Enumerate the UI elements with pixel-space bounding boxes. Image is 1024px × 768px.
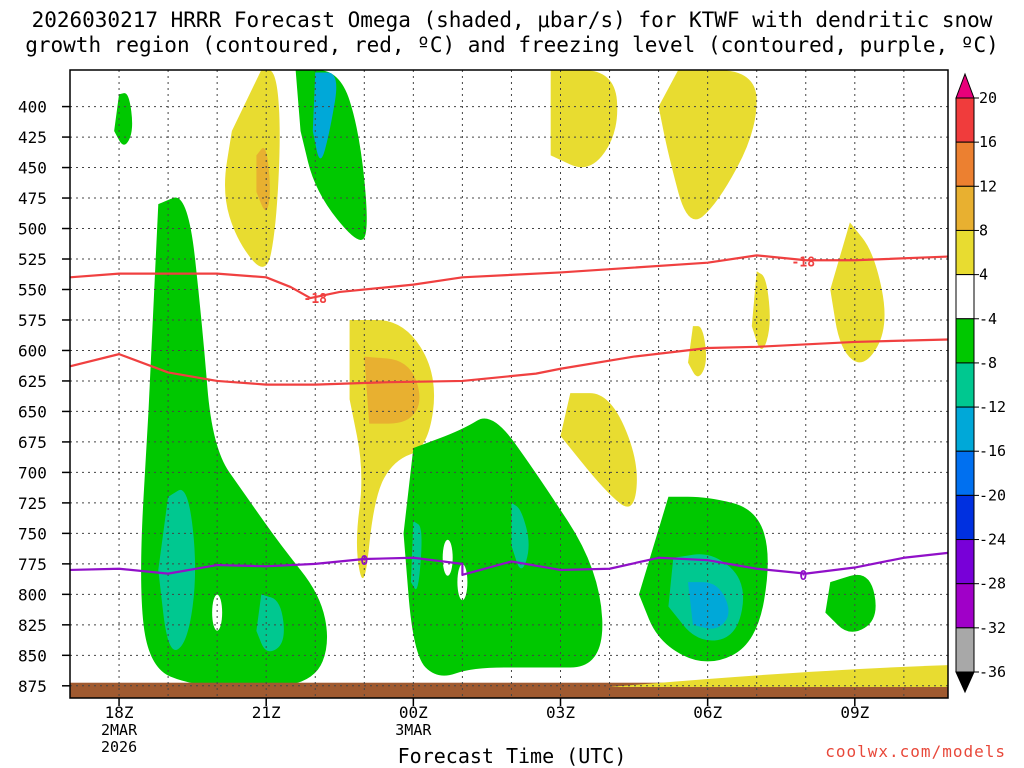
colorbar-label-8: -16 [979, 442, 1006, 460]
omega-region-7 [256, 148, 270, 211]
colorbar-label-0: 20 [979, 89, 997, 107]
y-tick-label-450: 450 [18, 159, 47, 178]
colorbar-band-3 [955, 229, 975, 276]
omega-region-10 [403, 418, 603, 676]
colorbar-label-3: 8 [979, 221, 988, 239]
title-line-2: growth region (contoured, red, ºC) and f… [25, 33, 999, 57]
omega-region-4 [312, 72, 337, 159]
y-tick-label-750: 750 [18, 524, 47, 543]
colorbar-band-8 [955, 450, 975, 496]
colorbar-band-6 [955, 362, 975, 408]
colorbar-label-5: -4 [979, 310, 997, 328]
colorbar: 20 16 12 8 4 -4 -8 -12 -16 -20 -24 -28 -32 -36 [955, 72, 1006, 694]
credit-text: coolwx.com/models [825, 742, 1006, 761]
y-tick-label-575: 575 [18, 311, 47, 330]
y-tick-label-400: 400 [18, 98, 47, 117]
x-date-label-00Z-0: 3MAR [395, 721, 432, 739]
omega-region-18 [830, 222, 885, 363]
y-tick-label-775: 775 [18, 555, 47, 574]
y-tick-label-700: 700 [18, 463, 47, 482]
y-tick-label-675: 675 [18, 433, 47, 452]
colorbar-band-10 [955, 539, 975, 585]
omega-region-6 [224, 70, 280, 267]
y-tick-label-625: 625 [18, 372, 47, 391]
x-tick-label-18Z: 18Z [105, 703, 134, 722]
contour-label-freezing_level_0-1: 0 [799, 569, 807, 584]
colorbar-label-1: 16 [979, 133, 997, 151]
colorbar-label-4: 4 [979, 266, 988, 284]
y-axis-ticks: 400 425 450 475 500 525 550 575 600 625 650 675 700 7… [18, 98, 70, 696]
x-date-label-18Z-0: 2MAR [101, 721, 138, 739]
omega-region-17 [751, 271, 770, 349]
y-tick-label-725: 725 [18, 494, 47, 513]
y-tick-label-650: 650 [18, 402, 47, 421]
colorbar-label-6: -8 [979, 354, 997, 372]
contour-dgz_minus12 [69, 338, 949, 386]
y-tick-label-875: 875 [18, 677, 47, 696]
plot-frame [69, 69, 949, 699]
omega-region-15 [658, 70, 757, 220]
colorbar-label-12: -32 [979, 619, 1006, 637]
contour-label-dgz_minus18-1: -18 [792, 255, 816, 270]
chart-title: 2026030217 HRRR Forecast Omega (shaded, … [0, 8, 1024, 58]
x-tick-label-06Z: 06Z [693, 703, 722, 722]
omega-region-2 [256, 594, 284, 652]
omega-shading [70, 70, 948, 698]
y-tick-label-825: 825 [18, 616, 47, 635]
omega-region-12 [511, 502, 529, 569]
title-line-1: 2026030217 HRRR Forecast Omega (shaded, … [31, 8, 993, 32]
x-axis-label: Forecast Time (UTC) [397, 744, 627, 768]
colorbar-band-0 [955, 97, 975, 143]
y-tick-label-800: 800 [18, 585, 47, 604]
omega-gap-1 [442, 539, 453, 576]
colorbar-band-11 [955, 583, 975, 629]
omega-region-1 [158, 489, 196, 650]
colorbar-label-2: 12 [979, 177, 997, 195]
omega-region-13 [560, 393, 637, 507]
y-tick-label-425: 425 [18, 128, 47, 147]
y-tick-label-475: 475 [18, 189, 47, 208]
omega-region-9 [364, 356, 420, 424]
omega-region-21 [688, 582, 729, 629]
x-tick-label-21Z: 21Z [252, 703, 281, 722]
x-date-label-18Z-1: 2026 [101, 738, 137, 756]
omega-region-3 [295, 70, 367, 240]
colorbar-band-9 [955, 494, 975, 541]
colorbar-band-2 [955, 185, 975, 231]
y-tick-label-600: 600 [18, 341, 47, 360]
colorbar-band-5 [955, 318, 975, 364]
colorbar-label-7: -12 [979, 398, 1006, 416]
contour-dgz_minus18 [69, 254, 949, 300]
x-tick-label-00Z: 00Z [399, 703, 428, 722]
omega-region-14 [550, 70, 618, 168]
y-tick-label-525: 525 [18, 250, 47, 269]
colorbar-label-10: -24 [979, 531, 1006, 549]
terrain-yellow-band [609, 665, 948, 688]
contour-lines: -18 -18 0 0 [69, 254, 949, 584]
y-tick-label-850: 850 [18, 646, 47, 665]
omega-region-22 [825, 574, 876, 632]
y-tick-label-500: 500 [18, 220, 47, 239]
colorbar-label-13: -36 [979, 663, 1006, 681]
colorbar-bottom-arrow [955, 671, 975, 694]
y-tick-label-550: 550 [18, 280, 47, 299]
x-tick-label-09Z: 09Z [840, 703, 869, 722]
contour-label-dgz_minus18-0: -18 [304, 292, 328, 307]
colorbar-band-1 [955, 141, 975, 187]
contour-label-freezing_level_0-0: 0 [360, 554, 368, 569]
omega-region-5 [114, 93, 133, 145]
contour-freezing_level_0 [69, 551, 949, 576]
colorbar-band-12 [955, 627, 975, 673]
colorbar-band-4 [955, 274, 975, 320]
omega-gap-0 [212, 594, 223, 631]
omega-region-16 [688, 326, 707, 377]
x-tick-label-03Z: 03Z [546, 703, 575, 722]
colorbar-band-7 [955, 406, 975, 452]
colorbar-top-arrow [955, 72, 975, 99]
colorbar-label-9: -20 [979, 486, 1006, 504]
colorbar-label-11: -28 [979, 575, 1006, 593]
grid-lines [70, 70, 948, 698]
